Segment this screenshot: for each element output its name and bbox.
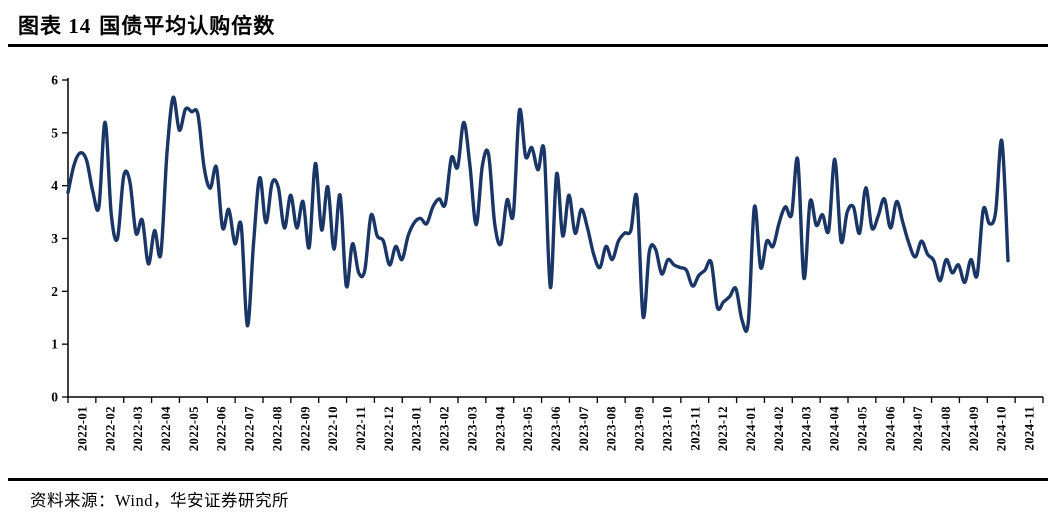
x-tick-label: 2024-06: [883, 406, 897, 451]
series-line: [66, 95, 1010, 333]
x-tick-label: 2024-10: [995, 406, 1009, 451]
x-tick-label: 2023-01: [410, 406, 424, 451]
x-tick-label: 2023-12: [716, 406, 730, 451]
line-chart: 0 1 2 3 4 5 6 2022-01 2022-02 2022-03 2022-04 2022-…: [51, 73, 1044, 451]
x-tick-label: 2024-07: [911, 406, 925, 451]
x-tick-label: 2022-10: [326, 406, 340, 451]
y-tick-label: 1: [51, 337, 58, 352]
x-tick-label: 2022-01: [75, 406, 89, 451]
x-tick-label: 2023-06: [549, 406, 563, 451]
x-tick-label: 2024-03: [800, 406, 814, 451]
x-tick-label: 2023-11: [688, 406, 702, 450]
x-tick-label: 2024-04: [828, 406, 842, 451]
footer-divider-rule: [8, 478, 1048, 481]
x-tick-label: 2022-07: [243, 406, 257, 451]
x-tick-label: 2022-09: [298, 406, 312, 451]
figure-title-text: 国债平均认购倍数: [99, 14, 276, 38]
x-tick-label: 2022-06: [215, 406, 229, 451]
x-tick-label: 2022-05: [187, 406, 201, 451]
chart-canvas: 0 1 2 3 4 5 6 2022-01 2022-02 2022-03 2022-04 2022-…: [51, 73, 1044, 451]
x-tick-label: 2023-10: [660, 406, 674, 451]
x-tick-label: 2024-09: [967, 406, 981, 451]
x-tick-label: 2023-05: [521, 406, 535, 451]
x-tick-label: 2022-03: [131, 406, 145, 451]
x-tick-label: 2022-04: [159, 406, 173, 451]
source-note: 资料来源：Wind，华安证券研究所: [30, 491, 289, 510]
y-tick-label: 4: [51, 178, 58, 193]
x-tick-label: 2022-11: [354, 406, 368, 450]
x-tick-label: 2024-11: [1023, 406, 1037, 450]
x-tick-label: 2023-07: [577, 406, 591, 451]
x-tick-label: 2023-02: [438, 406, 452, 451]
figure-number-label: 图表 14: [18, 14, 92, 38]
x-tick-label: 2022-02: [103, 406, 117, 451]
x-tick-label: 2024-08: [939, 406, 953, 451]
x-tick-label: 2023-04: [493, 406, 507, 451]
x-tick-label: 2022-08: [270, 406, 284, 451]
x-tick-label: 2024-02: [772, 406, 786, 451]
x-tick-label: 2023-03: [465, 406, 479, 451]
x-tick-label: 2024-01: [744, 406, 758, 451]
y-tick-label: 3: [51, 231, 58, 246]
x-tick-label: 2024-05: [855, 406, 869, 451]
title-divider-rule: [8, 44, 1048, 47]
y-tick-label: 0: [51, 390, 58, 405]
y-tick-label: 2: [51, 284, 58, 299]
x-tick-label: 2023-08: [605, 406, 619, 451]
y-tick-label: 6: [51, 73, 58, 88]
x-tick-label: 2022-12: [382, 406, 396, 451]
figure-title: 图表 14 国债平均认购倍数: [18, 10, 275, 40]
y-tick-label: 5: [51, 125, 58, 140]
x-tick-label: 2023-09: [633, 406, 647, 451]
